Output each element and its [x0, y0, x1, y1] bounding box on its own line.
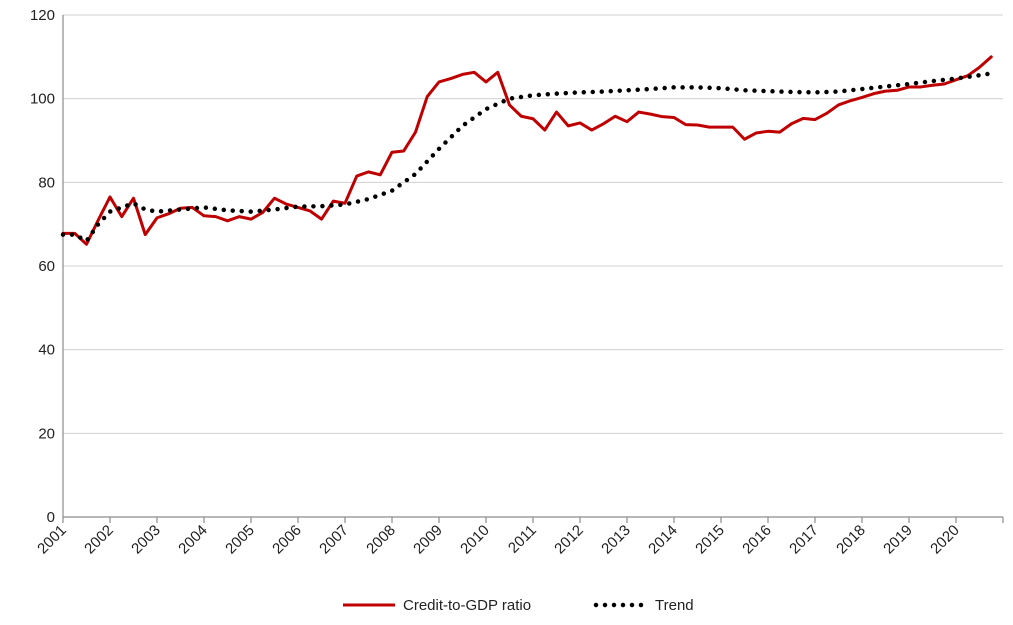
x-tick-label: 2016: [739, 522, 775, 558]
x-tick-label: 2003: [128, 522, 164, 558]
x-axis-tick-labels: 2001 2002 2003 2004 2005 2006 2007 2008 2009 2010…: [34, 522, 963, 558]
gridlines: [63, 14, 1003, 434]
series-line-trend: [60, 70, 999, 244]
legend: Credit-to-GDP ratio Trend: [343, 597, 694, 614]
x-tick-label: 2009: [410, 522, 446, 558]
x-tick-label: 2002: [81, 522, 117, 558]
y-tick-label: 0: [47, 509, 55, 526]
y-tick-label: 40: [38, 342, 55, 359]
y-tick-label: 120: [30, 7, 55, 24]
x-tick-label: 2019: [880, 522, 916, 558]
x-tick-label: 2015: [692, 522, 728, 558]
x-tick-label: 2006: [269, 522, 305, 558]
y-tick-label: 20: [38, 425, 55, 442]
legend-label: Credit-to-GDP ratio: [403, 597, 531, 614]
y-tick-label: 80: [38, 174, 55, 191]
y-tick-label: 60: [38, 258, 55, 275]
x-tick-label: 2007: [316, 522, 352, 558]
x-tick-label: 2011: [505, 522, 540, 557]
x-tick-label: 2013: [598, 522, 634, 558]
x-tick-label: 2010: [457, 522, 493, 558]
x-tick-label: 2020: [927, 522, 963, 558]
x-tick-label: 2001: [34, 522, 70, 558]
x-tick-label: 2004: [175, 522, 211, 558]
y-axis-tick-labels: 0 20 40 60 80 100 120: [30, 7, 55, 526]
x-tick-label: 2005: [222, 522, 258, 558]
legend-label: Trend: [655, 597, 694, 614]
series-lines: [60, 55, 999, 246]
axes: [62, 15, 1004, 523]
x-tick-label: 2017: [786, 522, 822, 558]
x-tick-label: 2008: [363, 522, 399, 558]
x-tick-label: 2018: [833, 522, 869, 558]
series-line-credit-to-gdp-ratio: [61, 55, 993, 246]
x-tick-label: 2012: [551, 522, 587, 558]
x-tick-label: 2014: [645, 522, 681, 558]
y-tick-label: 100: [30, 91, 55, 108]
